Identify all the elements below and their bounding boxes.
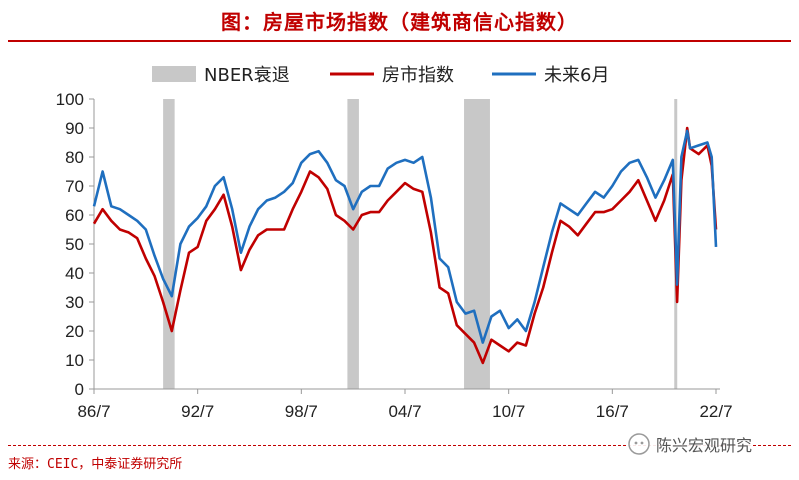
series-lines xyxy=(92,126,718,365)
y-tick-label: 80 xyxy=(65,148,84,167)
recession-band-3 xyxy=(464,99,490,389)
y-tick-label: 30 xyxy=(65,293,84,312)
legend-recession-label: NBER衰退 xyxy=(204,65,290,86)
y-tick-label: 20 xyxy=(65,322,84,341)
housing-index-chart: 0 10 20 30 40 50 60 70 80 90 100 86/7 92/7 98/7 04/7 10… xyxy=(56,65,733,421)
x-tick-label: 22/7 xyxy=(699,402,732,421)
title-bar: 图：房屋市场指数（建筑商信心指数） xyxy=(0,0,799,44)
x-tick-label: 86/7 xyxy=(77,402,110,421)
y-tick-label: 50 xyxy=(65,235,84,254)
legend-future-6m-label: 未来6月 xyxy=(544,65,609,86)
x-tick-label: 98/7 xyxy=(285,402,318,421)
x-tick-label: 04/7 xyxy=(388,402,421,421)
future-6m-line xyxy=(92,129,718,344)
y-tick-label: 0 xyxy=(75,380,84,399)
axes: 0 10 20 30 40 50 60 70 80 90 100 86/7 92/7 98/7 04/7 10… xyxy=(56,90,733,421)
y-tick-label: 40 xyxy=(65,264,84,283)
recession-band-1 xyxy=(163,99,175,389)
y-tick-label: 60 xyxy=(65,206,84,225)
x-tick-label: 16/7 xyxy=(596,402,629,421)
legend-recession-swatch xyxy=(152,66,196,82)
legend: NBER衰退 房市指数 未来6月 xyxy=(152,65,609,86)
source-note: 来源：CEIC，中泰证券研究所 xyxy=(8,457,183,472)
legend-housing-index-label: 房市指数 xyxy=(382,65,454,86)
watermark: 陈兴宏观研究 xyxy=(628,430,753,458)
recession-band-2 xyxy=(347,99,359,389)
y-tick-label: 70 xyxy=(65,177,84,196)
title-divider xyxy=(8,40,791,42)
y-tick-label: 100 xyxy=(56,90,84,109)
y-tick-label: 90 xyxy=(65,119,84,138)
wechat-icon xyxy=(628,433,650,455)
housing-index-line xyxy=(92,126,718,365)
y-tick-label: 10 xyxy=(65,351,84,370)
watermark-text: 陈兴宏观研究 xyxy=(656,436,753,455)
chart-title: 图：房屋市场指数（建筑商信心指数） xyxy=(221,10,578,34)
x-tick-label: 92/7 xyxy=(181,402,214,421)
x-tick-label: 10/7 xyxy=(492,402,525,421)
source-divider xyxy=(8,445,791,446)
